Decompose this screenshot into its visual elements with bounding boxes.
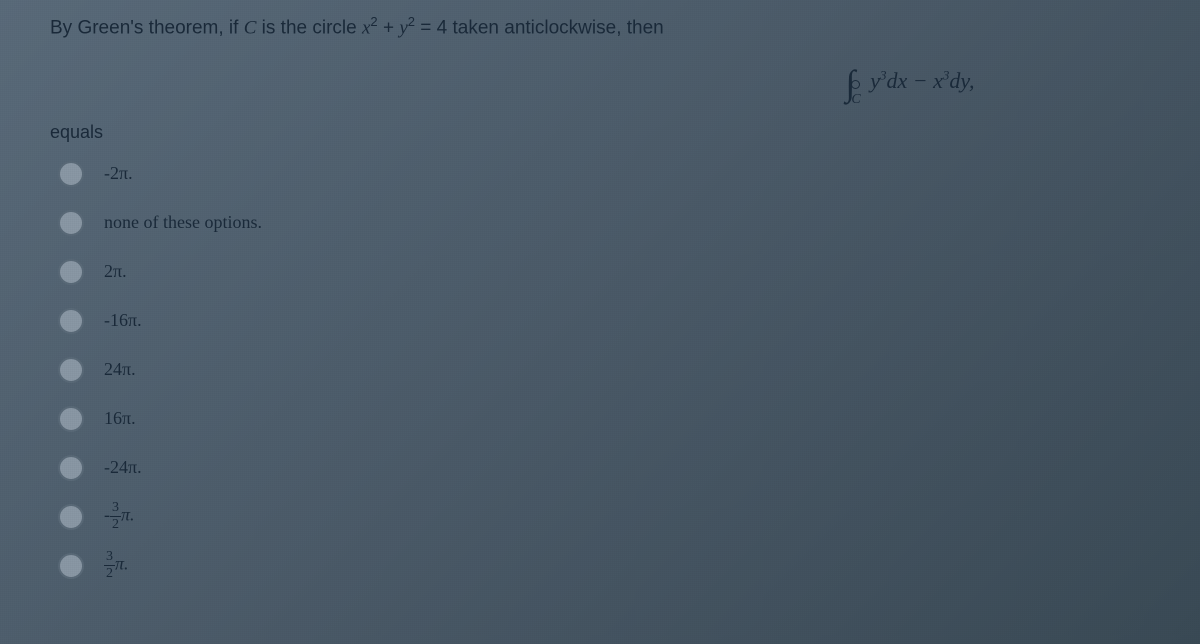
int-y: y: [870, 68, 880, 93]
option-label: -24π.: [104, 457, 142, 478]
question-mid1: is the circle: [262, 17, 362, 38]
option-item[interactable]: -16π.: [58, 302, 1150, 340]
option-label: 2π.: [104, 261, 127, 282]
radio-button[interactable]: [58, 161, 84, 187]
fraction-denominator: 2: [110, 517, 121, 532]
option-label: none of these options.: [104, 212, 262, 233]
radio-button[interactable]: [58, 406, 84, 432]
integral-sub: C: [851, 92, 860, 107]
radio-button[interactable]: [58, 308, 84, 334]
option-label: 24π.: [104, 359, 136, 380]
fraction: 32: [110, 501, 121, 532]
radio-button[interactable]: [58, 259, 84, 285]
radio-button[interactable]: [58, 210, 84, 236]
eq-x-exp: 2: [370, 14, 377, 29]
option-item[interactable]: -32π.: [58, 498, 1150, 536]
option-item[interactable]: 32π.: [58, 547, 1150, 585]
radio-button[interactable]: [58, 504, 84, 530]
int-minus: −: [913, 68, 933, 93]
option-item[interactable]: -24π.: [58, 449, 1150, 487]
int-dx: dx: [887, 68, 908, 93]
int-x: x: [933, 68, 943, 93]
option-item[interactable]: 16π.: [58, 400, 1150, 438]
question-stem: By Green's theorem, if C is the circle x…: [50, 12, 1150, 44]
option-item[interactable]: 2π.: [58, 253, 1150, 291]
int-comma: ,: [969, 68, 975, 93]
eq-y-exp: 2: [408, 14, 415, 29]
eq-plus: +: [383, 17, 399, 38]
options-list: -2π.none of these options.2π.-16π.24π.16…: [50, 155, 1150, 585]
radio-button[interactable]: [58, 553, 84, 579]
int-dy: dy: [949, 68, 969, 93]
option-label: -32π.: [104, 501, 135, 532]
option-label: -16π.: [104, 310, 142, 331]
option-item[interactable]: 24π.: [58, 351, 1150, 389]
question-container: By Green's theorem, if C is the circle x…: [0, 0, 1200, 616]
var-c: C: [244, 17, 257, 38]
option-label: -2π.: [104, 163, 133, 184]
fraction: 32: [104, 550, 115, 581]
integral-expression: ∫C y3dx − x3dy,: [670, 62, 1150, 104]
fraction-numerator: 3: [110, 501, 121, 517]
option-item[interactable]: none of these options.: [58, 204, 1150, 242]
option-label: 16π.: [104, 408, 136, 429]
option-suffix: π.: [115, 554, 129, 574]
eq-y: y: [399, 17, 407, 38]
equals-label: equals: [50, 122, 1150, 143]
question-mid2: taken anticlockwise, then: [453, 17, 664, 38]
option-label: 32π.: [104, 550, 129, 581]
radio-button[interactable]: [58, 455, 84, 481]
fraction-denominator: 2: [104, 566, 115, 581]
option-item[interactable]: -2π.: [58, 155, 1150, 193]
option-suffix: π.: [121, 505, 135, 525]
radio-button[interactable]: [58, 357, 84, 383]
question-prefix: By Green's theorem, if: [50, 17, 244, 38]
fraction-numerator: 3: [104, 550, 115, 566]
eq-rhs: = 4: [420, 17, 447, 38]
